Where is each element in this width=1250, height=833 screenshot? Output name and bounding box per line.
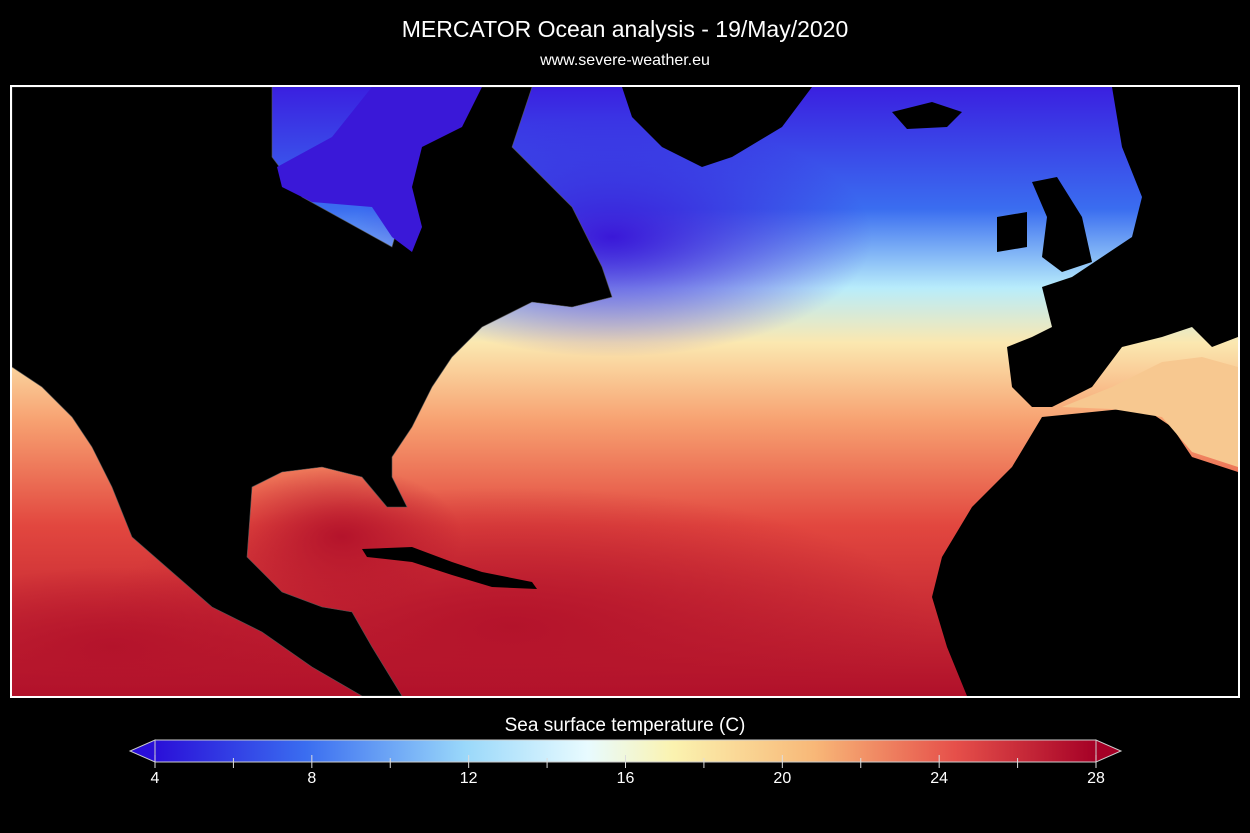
colorbar <box>128 739 1123 768</box>
land-greenland <box>622 87 812 167</box>
sst-map <box>10 85 1240 698</box>
colorbar-tick-label: 20 <box>773 770 792 787</box>
land-north-america <box>12 87 613 696</box>
land-africa <box>932 407 1238 696</box>
hudson-bay <box>277 87 482 252</box>
map-subtitle: www.severe-weather.eu <box>540 52 710 69</box>
land-british-isles <box>997 177 1092 272</box>
colorbar-tick-label: 8 <box>307 770 317 787</box>
colorbar-label: Sea surface temperature (C) <box>504 715 746 736</box>
colorbar-tick-label: 28 <box>1087 770 1105 787</box>
colorbar-tick-label: 24 <box>930 770 949 787</box>
map-title: MERCATOR Ocean analysis - 19/May/2020 <box>401 16 849 42</box>
mediterranean-sea <box>1062 357 1238 467</box>
colorbar-min-extend <box>128 739 156 763</box>
land-iceland <box>892 102 962 129</box>
colorbar-tick-label: 16 <box>616 770 635 787</box>
colorbar-max-extend <box>1095 739 1123 763</box>
colorbar-tick-label: 12 <box>459 770 478 787</box>
land-caribbean-islands <box>362 547 537 589</box>
colorbar-tick-label: 4 <box>150 770 160 787</box>
colorbar-ticks <box>154 755 1097 768</box>
land-europe <box>1007 87 1238 407</box>
